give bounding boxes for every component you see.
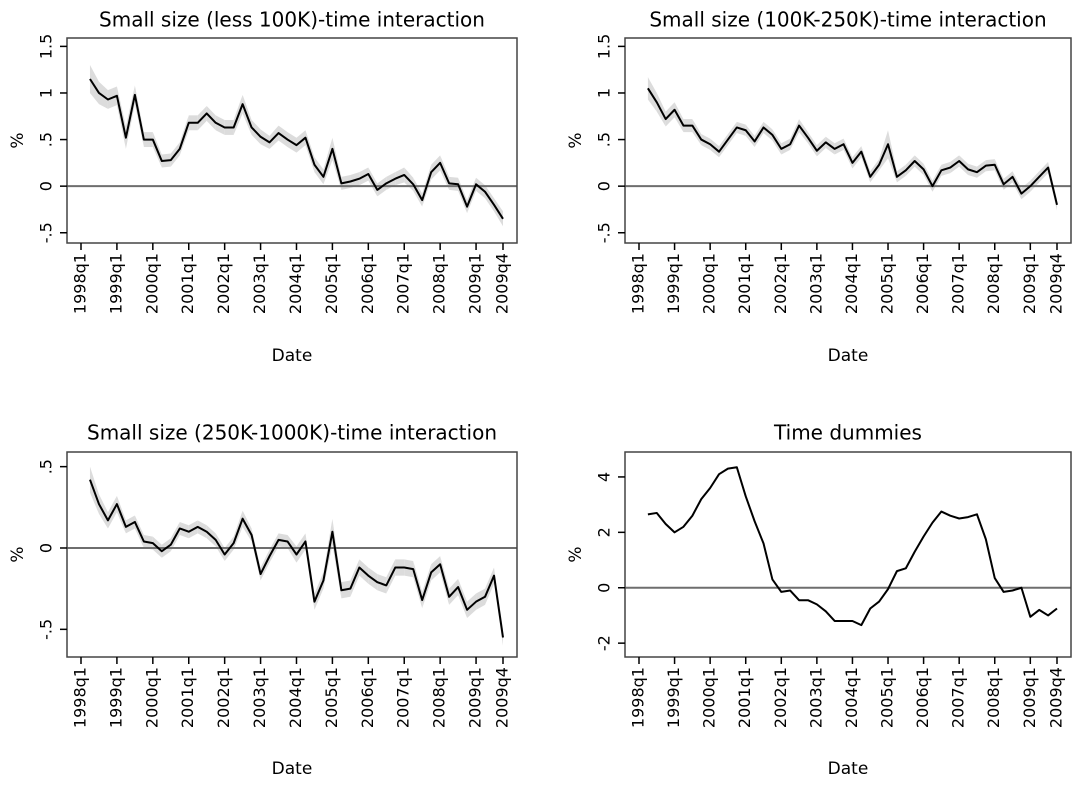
x-tick-label: 1998q1 xyxy=(629,667,648,728)
chart-title: Small size (250K-1000K)-time interaction xyxy=(87,421,497,445)
x-tick-label: 2007q1 xyxy=(949,253,968,314)
data-line xyxy=(89,78,504,220)
plot-frame xyxy=(624,37,1072,244)
y-tick-label: .5 xyxy=(37,459,56,474)
plot-frame xyxy=(624,451,1072,658)
y-tick-label: -.5 xyxy=(37,619,56,640)
x-tick-label: 2009q1 xyxy=(466,253,485,314)
y-tick-label: 1 xyxy=(37,88,56,98)
confidence-band xyxy=(879,130,889,171)
x-tick-label: 2001q1 xyxy=(178,253,197,314)
x-tick-label: 2009q1 xyxy=(1020,253,1039,314)
x-tick-label: 2006q1 xyxy=(913,253,932,314)
y-tick-label: 1.5 xyxy=(37,34,56,59)
x-tick-label: 2001q1 xyxy=(735,253,754,314)
y-tick-label: -.5 xyxy=(595,222,614,243)
x-tick-label: 2002q1 xyxy=(214,253,233,314)
y-tick-label: .5 xyxy=(595,132,614,147)
panel: Small size (250K-1000K)-time interaction… xyxy=(8,421,518,779)
x-tick-label: 1998q1 xyxy=(71,253,90,314)
y-tick-label: 2 xyxy=(595,527,614,537)
chart-title: Small size (100K-250K)-time interaction xyxy=(649,8,1046,32)
y-tick-label: -2 xyxy=(595,635,614,651)
x-tick-label: 2006q1 xyxy=(358,253,377,314)
data-line xyxy=(647,87,1058,206)
x-tick-label: 1999q1 xyxy=(106,253,125,314)
x-tick-label: 2007q1 xyxy=(394,253,413,314)
x-tick-label: 1999q1 xyxy=(106,667,125,728)
x-axis-title: Date xyxy=(272,346,313,366)
x-tick-label: 2001q1 xyxy=(178,667,197,728)
x-tick-label: 2007q1 xyxy=(394,667,413,728)
x-tick-label: 2005q1 xyxy=(878,253,897,314)
x-tick-label: 2008q1 xyxy=(984,667,1003,728)
chart-title: Small size (less 100K)-time interaction xyxy=(99,8,485,32)
x-tick-label: 2009q4 xyxy=(1047,667,1066,728)
x-tick-label: 2008q1 xyxy=(984,253,1003,314)
x-tick-label: 2008q1 xyxy=(430,253,449,314)
x-tick-label: 2009q1 xyxy=(466,667,485,728)
x-tick-label: 2006q1 xyxy=(358,667,377,728)
plot-frame xyxy=(66,37,518,244)
panel: Small size (less 100K)-time interaction D… xyxy=(8,8,518,366)
y-tick-label: 1.5 xyxy=(595,34,614,59)
x-tick-label: 2007q1 xyxy=(949,667,968,728)
x-tick-label: 2001q1 xyxy=(735,667,754,728)
y-tick-label: 0 xyxy=(595,583,614,593)
x-axis-title: Date xyxy=(272,759,313,779)
x-tick-label: 2000q1 xyxy=(142,667,161,728)
x-tick-label: 2009q4 xyxy=(1047,253,1066,314)
x-tick-label: 2002q1 xyxy=(771,253,790,314)
y-tick-label: 0 xyxy=(595,181,614,191)
x-tick-label: 1999q1 xyxy=(664,253,683,314)
x-tick-label: 2006q1 xyxy=(913,667,932,728)
x-tick-label: 2009q4 xyxy=(493,667,512,728)
y-axis-title: % xyxy=(566,132,586,148)
x-tick-label: 2009q4 xyxy=(493,253,512,314)
x-tick-label: 2004q1 xyxy=(842,253,861,314)
y-tick-label: .5 xyxy=(37,132,56,147)
y-tick-label: 0 xyxy=(37,181,56,191)
x-tick-label: 2004q1 xyxy=(286,667,305,728)
y-tick-label: -.5 xyxy=(37,222,56,243)
panel: Small size (100K-250K)-time interaction D… xyxy=(566,8,1072,366)
data-line xyxy=(647,466,1058,627)
x-tick-label: 2003q1 xyxy=(806,667,825,728)
panel: Time dummies Date% -2 0 2 4 1998q1 1999q1 2000q1… xyxy=(566,421,1072,779)
y-axis-title: % xyxy=(566,546,586,562)
x-tick-label: 2000q1 xyxy=(700,253,719,314)
y-tick-label: 4 xyxy=(595,472,614,482)
x-tick-label: 2005q1 xyxy=(322,667,341,728)
data-line xyxy=(89,479,504,638)
x-tick-label: 1998q1 xyxy=(629,253,648,314)
chart-title: Time dummies xyxy=(773,421,922,445)
y-tick-label: 1 xyxy=(595,88,614,98)
x-tick-label: 2008q1 xyxy=(430,667,449,728)
x-tick-label: 2003q1 xyxy=(806,253,825,314)
x-tick-label: 2004q1 xyxy=(286,253,305,314)
x-tick-label: 2000q1 xyxy=(142,253,161,314)
x-tick-label: 2009q1 xyxy=(1020,667,1039,728)
x-axis-title: Date xyxy=(828,759,869,779)
x-axis-title: Date xyxy=(828,346,869,366)
x-tick-label: 2003q1 xyxy=(250,667,269,728)
x-tick-label: 2005q1 xyxy=(322,253,341,314)
y-axis-title: % xyxy=(8,132,28,148)
x-tick-label: 2003q1 xyxy=(250,253,269,314)
y-axis-title: % xyxy=(8,546,28,562)
x-tick-label: 1999q1 xyxy=(664,667,683,728)
x-tick-label: 2002q1 xyxy=(214,667,233,728)
x-tick-label: 2005q1 xyxy=(878,667,897,728)
x-tick-label: 1998q1 xyxy=(71,667,90,728)
y-tick-label: 0 xyxy=(37,543,56,553)
plot-frame xyxy=(66,451,518,658)
x-tick-label: 2004q1 xyxy=(842,667,861,728)
x-tick-label: 2000q1 xyxy=(700,667,719,728)
x-tick-label: 2002q1 xyxy=(771,667,790,728)
